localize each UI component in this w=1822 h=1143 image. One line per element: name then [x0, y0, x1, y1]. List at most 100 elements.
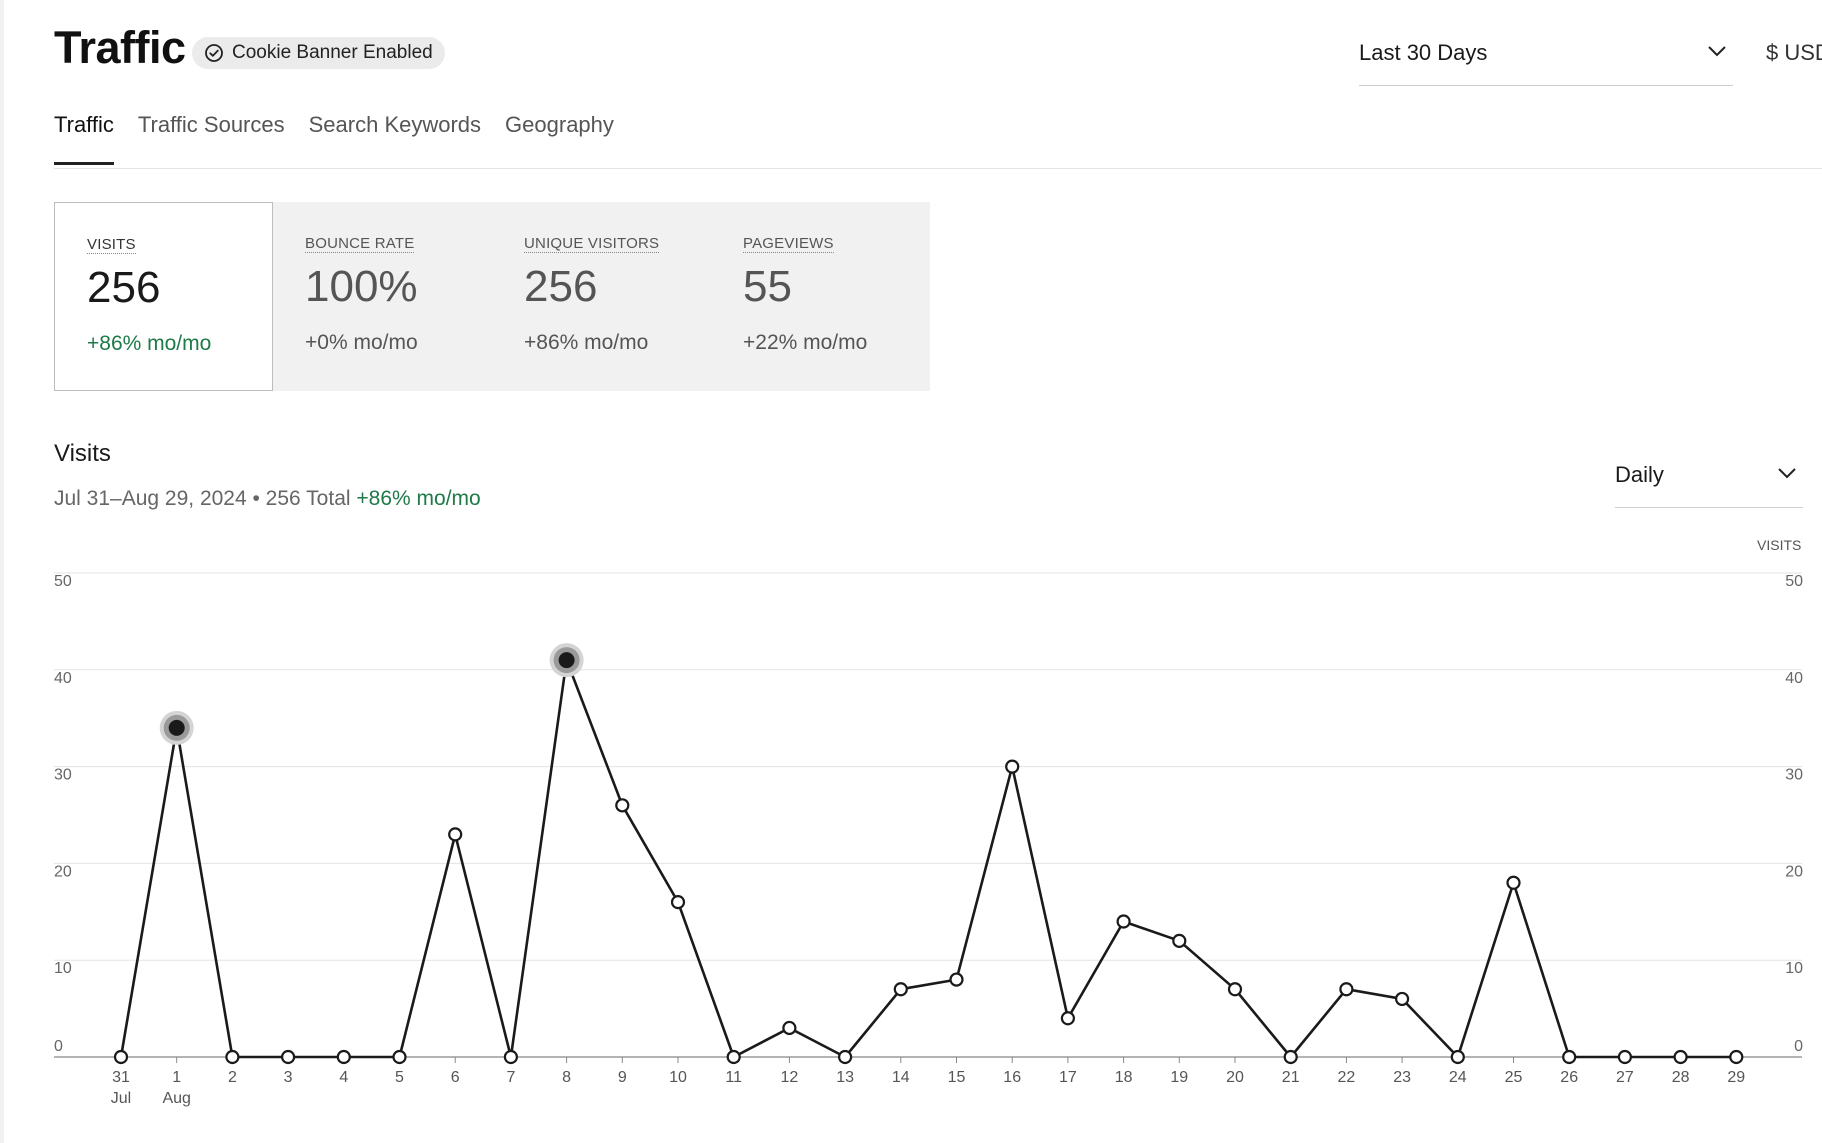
tab-traffic-sources[interactable]: Traffic Sources: [137, 112, 285, 137]
metric-label: VISITS: [87, 236, 136, 254]
data-point: [1227, 982, 1243, 997]
chevron-down-icon: [1777, 466, 1797, 485]
x-tick-label: 16: [1003, 1069, 1021, 1086]
data-point: [615, 798, 630, 813]
tab-bar: Traffic Traffic Sources Search Keywords …: [54, 112, 638, 165]
data-point: [893, 982, 908, 997]
metric-change: +22% mo/mo: [743, 331, 868, 354]
data-point: [1116, 914, 1131, 929]
data-point: [1283, 1049, 1298, 1065]
x-tick-label: 22: [1338, 1069, 1356, 1086]
tab-traffic[interactable]: Traffic: [54, 112, 114, 165]
metric-value: 256: [87, 263, 161, 312]
x-tick-label: 12: [781, 1069, 799, 1086]
x-tick-label: 21: [1282, 1069, 1300, 1086]
data-point: [1506, 875, 1521, 890]
visits-series-line: [119, 658, 1737, 1059]
y-tick-label-right: 0: [1794, 1038, 1803, 1055]
x-tick-label: 11: [725, 1069, 742, 1086]
visits-range-total: Jul 31–Aug 29, 2024 • 256 Total: [54, 487, 351, 510]
granularity-select[interactable]: Daily: [1615, 450, 1803, 508]
x-tick-label: 2: [228, 1069, 237, 1086]
y-tick-label-left: 0: [54, 1038, 63, 1055]
data-point: [1394, 991, 1410, 1007]
x-tick-label: 3: [284, 1069, 293, 1086]
data-point: [782, 1020, 797, 1036]
page-title: Traffic: [54, 22, 186, 73]
y-tick-label-left: 40: [54, 670, 72, 687]
granularity-value: Daily: [1615, 462, 1664, 487]
metric-change: +86% mo/mo: [87, 332, 212, 355]
data-point-highlighted: [168, 719, 185, 736]
metric-card-pageviews[interactable]: PAGEVIEWS 55 +22% mo/mo: [711, 202, 930, 391]
x-tick-label: 31: [112, 1069, 130, 1086]
y-tick-label-right: 10: [1785, 960, 1803, 977]
x-tick-label: 9: [618, 1069, 627, 1086]
y-tick-label-right: 40: [1785, 670, 1803, 687]
y-axis-title: VISITS: [1757, 537, 1802, 553]
x-tick-label: 4: [339, 1069, 348, 1086]
x-tick-label: 29: [1727, 1069, 1745, 1086]
data-point-highlighted: [558, 652, 575, 669]
y-tick-label-right: 30: [1785, 767, 1803, 784]
data-point: [281, 1049, 296, 1065]
data-point: [336, 1049, 351, 1065]
y-tick-label-left: 10: [54, 960, 72, 977]
x-tick-label: 7: [506, 1069, 515, 1086]
check-circle-icon: [204, 43, 224, 63]
metric-label: BOUNCE RATE: [305, 235, 415, 253]
data-point: [113, 1049, 129, 1065]
data-point: [1673, 1049, 1688, 1065]
left-border: [0, 0, 4, 1143]
data-point: [1617, 1049, 1633, 1065]
metric-value: 55: [743, 262, 792, 311]
metric-label: PAGEVIEWS: [743, 235, 834, 253]
x-tick-label: 25: [1505, 1069, 1523, 1086]
data-point: [726, 1049, 741, 1065]
x-tick-label: 5: [395, 1069, 404, 1086]
x-tick-label: 14: [892, 1069, 910, 1086]
currency-select[interactable]: $ USD: [1766, 40, 1822, 65]
x-tick-label: 18: [1115, 1069, 1133, 1086]
data-point: [1562, 1049, 1577, 1065]
visits-section-title: Visits: [54, 440, 111, 467]
date-range-select[interactable]: Last 30 Days: [1359, 32, 1733, 86]
data-point: [1339, 982, 1354, 997]
y-tick-label-right: 20: [1785, 863, 1803, 880]
data-point: [1729, 1049, 1744, 1065]
y-tick-label-right: 50: [1785, 573, 1803, 590]
data-point: [503, 1049, 518, 1065]
data-point: [1060, 1011, 1076, 1026]
y-tick-label-left: 30: [54, 767, 72, 784]
metric-value: 256: [524, 262, 598, 311]
y-tick-label-left: 50: [54, 573, 72, 590]
data-point: [670, 895, 686, 910]
cookie-banner-badge: Cookie Banner Enabled: [192, 37, 445, 69]
chevron-down-icon: [1707, 44, 1727, 63]
date-range-value: Last 30 Days: [1359, 40, 1488, 65]
x-tick-label: 13: [836, 1069, 854, 1086]
x-tick-label: 6: [451, 1069, 460, 1086]
metric-change: +86% mo/mo: [524, 331, 649, 354]
metric-card-visits[interactable]: VISITS 256 +86% mo/mo: [54, 202, 273, 391]
data-point: [949, 972, 964, 987]
x-tick-label: 1: [172, 1069, 181, 1086]
metric-card-bounce-rate[interactable]: BOUNCE RATE 100% +0% mo/mo: [273, 202, 492, 391]
tab-search-keywords[interactable]: Search Keywords: [308, 112, 482, 137]
data-point: [448, 827, 463, 842]
x-tick-label: 27: [1616, 1069, 1634, 1086]
data-point: [392, 1049, 407, 1065]
visits-change: +86% mo/mo: [356, 487, 481, 510]
metric-card-unique-visitors[interactable]: UNIQUE VISITORS 256 +86% mo/mo: [492, 202, 711, 391]
tab-geography[interactable]: Geography: [505, 112, 614, 137]
x-tick-label: 10: [669, 1069, 687, 1086]
metric-cards: VISITS 256 +86% mo/mo BOUNCE RATE 100% +…: [54, 202, 930, 391]
x-tick-label: 26: [1560, 1069, 1578, 1086]
x-tick-label: 28: [1672, 1069, 1690, 1086]
data-point: [837, 1049, 853, 1065]
data-point: [225, 1049, 240, 1065]
x-tick-label: 17: [1059, 1069, 1077, 1086]
visits-summary: Jul 31–Aug 29, 2024 • 256 Total +86% mo/…: [54, 487, 481, 511]
metric-change: +0% mo/mo: [305, 331, 418, 354]
